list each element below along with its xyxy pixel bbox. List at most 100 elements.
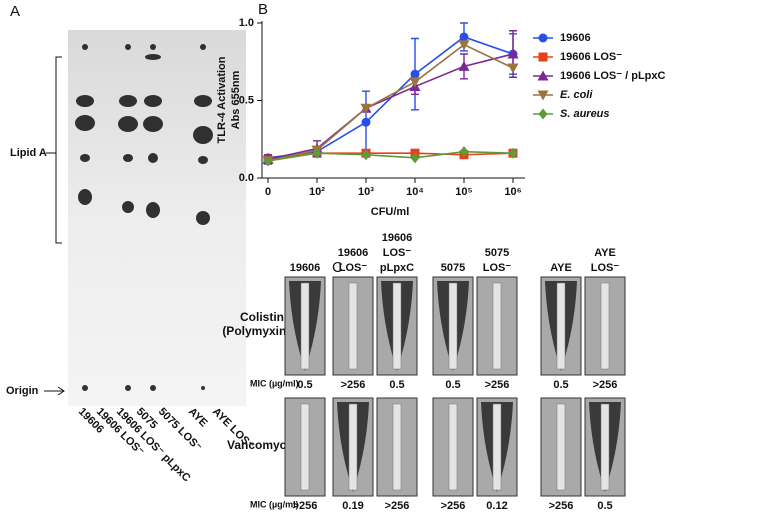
legend-label: 19606 [560,32,591,44]
x-tick-label: 0 [265,186,271,198]
y-axis-label: Abs 655nm [230,70,242,129]
tlc-spot [82,385,88,391]
tlc-spot [196,211,210,225]
series-line [267,150,514,162]
point [360,103,372,114]
point [508,147,518,159]
point [458,60,470,71]
tlc-spot [150,385,156,391]
mic-value: >256 [385,500,410,512]
etest-strip [556,403,566,491]
tlc-spot [122,201,134,213]
tlc-spot [118,116,138,132]
y-tick-label: 0.5 [239,94,254,106]
etest-strip [392,282,402,370]
legend-label: 19606 LOS⁻ [560,51,622,63]
mic-label: MIC (µg/ml) [250,499,299,509]
etest-strip [300,403,310,491]
origin-label: Origin [6,385,39,397]
legend-marker [537,70,549,81]
column-header: pLpxC [380,262,414,274]
tlc-spot [80,154,90,162]
x-axis-label: CFU/ml [371,206,410,218]
tlc-spot [146,202,160,218]
lane-label: AYE [186,406,210,430]
y-axis-label: TLR-4 Activation [216,56,228,143]
tlc-spot [198,156,208,164]
column-header: AYE [550,262,572,274]
mic-value: 0.19 [342,500,363,512]
etest-strip [392,403,402,491]
etest-strip [600,403,610,491]
point [409,77,421,88]
tlc-spot [123,154,133,162]
bracket [55,56,62,244]
column-header: 19606 [338,247,369,259]
column-header: LOS⁻ [339,262,368,274]
point [459,32,469,42]
point [410,69,420,79]
legend-marker [538,52,548,62]
column-header: 5075 [485,247,509,259]
mic-value: >256 [441,500,466,512]
legend-label: 19606 LOS⁻ / pLpxC [560,70,666,82]
mic-value: >256 [485,379,510,391]
etest-strip [448,403,458,491]
row-label: (Polymyxin E) [222,324,301,338]
point [507,48,519,59]
mic-value: 0.5 [297,379,312,391]
legend-label: E. coli [560,89,593,101]
tlc-spot [148,153,158,163]
tlc-spot [125,44,131,50]
column-header: AYE [594,247,616,259]
x-tick-label: 10³ [358,186,374,198]
mic-value: >256 [341,379,366,391]
y-tick-label: 1.0 [239,17,254,29]
x-tick-label: 10⁴ [406,186,424,198]
column-header: 19606 [382,232,413,244]
etest-strip [448,282,458,370]
tlc-spot [200,44,206,50]
mic-label: MIC (µg/ml) [250,378,299,388]
point [361,117,371,127]
etest-strip [492,403,502,491]
legend-marker [537,90,549,101]
column-header: LOS⁻ [591,262,620,274]
tlc-spot [143,116,163,132]
tlc-plate [68,30,246,406]
point [361,149,371,161]
tlc-spot [194,95,212,107]
column-header: LOS⁻ [483,262,512,274]
tlc-spot [145,54,161,60]
tlc-spot [82,44,88,50]
mic-value: 0.12 [486,500,507,512]
point [263,155,273,167]
tlc-spot [76,95,94,107]
point [507,63,519,74]
row-label: Colistin [240,310,284,324]
x-tick-label: 10⁵ [455,186,472,198]
tlc-spot [75,115,95,131]
mic-value: >256 [293,500,318,512]
etest-strip [600,282,610,370]
panel-letter: A [10,3,20,20]
series-line [267,53,514,161]
column-header: 19606 [290,262,321,274]
column-header: 5075 [441,262,465,274]
point [458,40,470,51]
lipid-label: Lipid A [10,147,47,159]
etest-strip [492,282,502,370]
mic-value: >256 [593,379,618,391]
mic-value: >256 [549,500,574,512]
tlc-spot [119,95,137,107]
legend-marker [538,33,548,43]
legend-label: S. aureus [560,108,610,120]
mic-value: 0.5 [597,500,612,512]
mic-value: 0.5 [553,379,568,391]
etest-strip [556,282,566,370]
x-tick-label: 10⁶ [504,186,521,198]
etest-strip [348,403,358,491]
tlc-spot [193,126,213,144]
point [312,147,322,159]
tlc-spot [125,385,131,391]
